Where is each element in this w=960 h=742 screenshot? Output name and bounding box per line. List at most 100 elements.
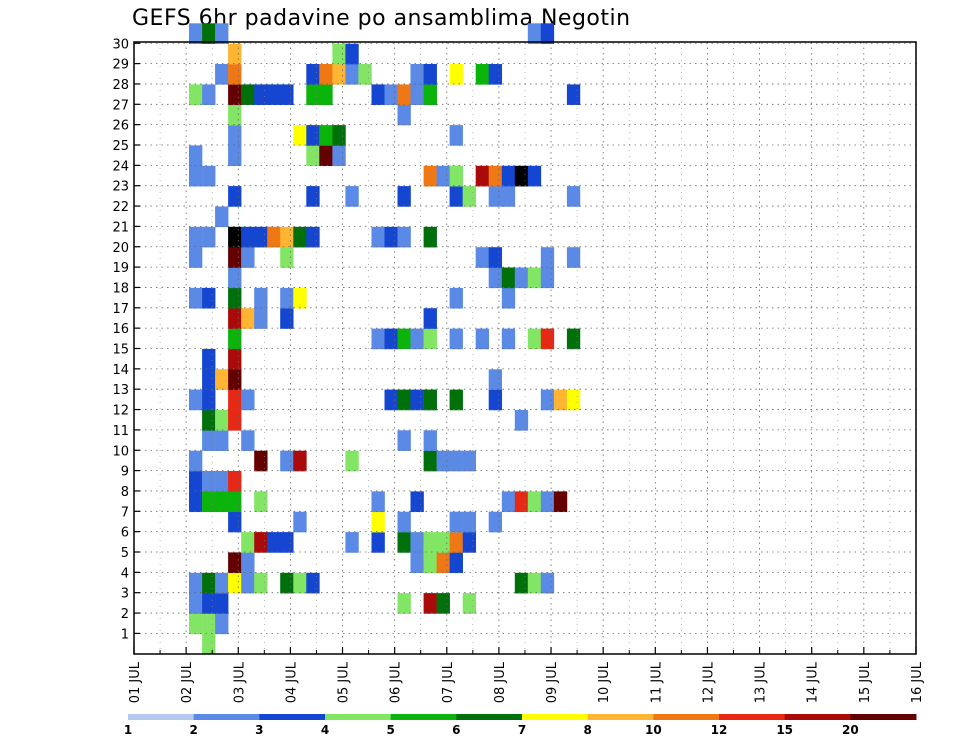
legend-swatch [850, 714, 917, 720]
y-tick-label: 16 [112, 322, 129, 337]
heatmap-cell [397, 593, 411, 614]
x-tick-label: 07 JUL [441, 661, 456, 703]
heatmap-cell [241, 226, 255, 248]
heatmap-cell [202, 491, 216, 513]
heatmap-cell [410, 64, 424, 85]
y-tick-label: 8 [121, 485, 129, 500]
heatmap-cell [371, 532, 385, 553]
y-tick-label: 12 [112, 404, 129, 419]
heatmap-cell [267, 84, 281, 106]
heatmap-cell [241, 84, 255, 106]
heatmap-cell [189, 23, 203, 44]
heatmap-cell [306, 64, 320, 85]
heatmap-cell [514, 491, 529, 513]
legend-label: 6 [452, 723, 460, 737]
heatmap-cell [462, 450, 477, 472]
heatmap-cell [228, 491, 242, 513]
heatmap-cell [410, 328, 424, 350]
y-tick-label: 14 [112, 363, 129, 378]
y-tick-label: 1 [121, 627, 129, 642]
y-tick-label: 18 [112, 281, 129, 296]
legend-swatch [719, 714, 786, 720]
y-tick-label: 20 [112, 241, 129, 256]
heatmap-cell [215, 23, 229, 44]
heatmap-cell [202, 572, 216, 594]
legend-swatch [522, 714, 589, 720]
heatmap-cell [566, 84, 581, 106]
heatmap-cell [228, 186, 242, 207]
heatmap-cell [488, 247, 503, 268]
heatmap-cell [540, 572, 555, 594]
heatmap-cell [202, 287, 216, 309]
heatmap-cell [566, 186, 581, 207]
x-tick-label: 02 JUL [180, 661, 195, 703]
heatmap-cell [228, 389, 242, 411]
heatmap-cell [293, 125, 307, 146]
heatmap-cell [449, 287, 463, 309]
heatmap-cell [306, 84, 320, 106]
heatmap-cell [293, 287, 307, 309]
heatmap-cell [540, 389, 555, 411]
y-tick-label: 21 [112, 220, 129, 235]
heatmap-cell [228, 308, 242, 329]
heatmap-cell [202, 348, 216, 370]
heatmap-cell [436, 165, 450, 187]
x-tick-label: 08 JUL [493, 661, 508, 703]
heatmap-cell [202, 613, 216, 635]
heatmap-cell [228, 226, 242, 248]
heatmap-cell [371, 226, 385, 248]
heatmap-cell [397, 389, 411, 411]
y-tick-label: 6 [121, 526, 129, 541]
legend-label: 3 [255, 723, 263, 737]
heatmap-cell [488, 389, 503, 411]
heatmap-cell [189, 491, 203, 513]
heatmap-cell [553, 491, 568, 513]
legend-label: 12 [711, 723, 728, 737]
gridlines [134, 42, 916, 654]
x-tick-label: 09 JUL [545, 661, 560, 703]
heatmap-cell [202, 226, 216, 248]
y-tick-label: 2 [121, 607, 129, 622]
heatmap-cell [228, 64, 242, 85]
heatmap-cell [280, 226, 294, 248]
y-tick-label: 11 [112, 424, 129, 439]
heatmap-cell [527, 23, 542, 44]
heatmap-cell [371, 491, 385, 513]
x-tick-label: 04 JUL [284, 661, 299, 703]
heatmap-cell [475, 328, 490, 350]
heatmap-cell [488, 369, 503, 390]
x-tick-label: 12 JUL [701, 661, 716, 703]
heatmap-cell [293, 511, 307, 533]
heatmap-cell [306, 226, 320, 248]
heatmap-cell [319, 64, 333, 85]
heatmap-cell [228, 84, 242, 106]
heatmap-cell [293, 226, 307, 248]
x-tick-label: 05 JUL [337, 661, 352, 703]
heatmap-cell [228, 471, 242, 492]
heatmap-cell [449, 328, 463, 350]
heatmap-cell [410, 532, 424, 553]
heatmap-cell [241, 552, 255, 574]
heatmap-cell [371, 511, 385, 533]
heatmap-cell [423, 450, 437, 472]
heatmap-cell [267, 226, 281, 248]
heatmap-cell [462, 186, 477, 207]
heatmap-cell [241, 247, 255, 268]
legend-swatch [325, 714, 392, 720]
heatmap-cell [501, 186, 516, 207]
heatmap-cell [189, 145, 203, 167]
heatmap-cell [436, 532, 450, 553]
x-tick-label: 06 JUL [389, 661, 404, 703]
heatmap-cell [449, 552, 463, 574]
heatmap-cell [332, 43, 346, 65]
heatmap-cell [501, 328, 516, 350]
heatmap-cell [384, 328, 398, 350]
heatmap-cell [423, 84, 437, 106]
heatmap-cell [423, 593, 437, 614]
heatmap-cell [540, 328, 555, 350]
heatmap-cell [501, 267, 516, 289]
heatmap-cell [202, 389, 216, 411]
heatmap-cell [319, 84, 333, 106]
legend-label: 4 [321, 723, 329, 737]
y-tick-label: 7 [121, 505, 129, 520]
